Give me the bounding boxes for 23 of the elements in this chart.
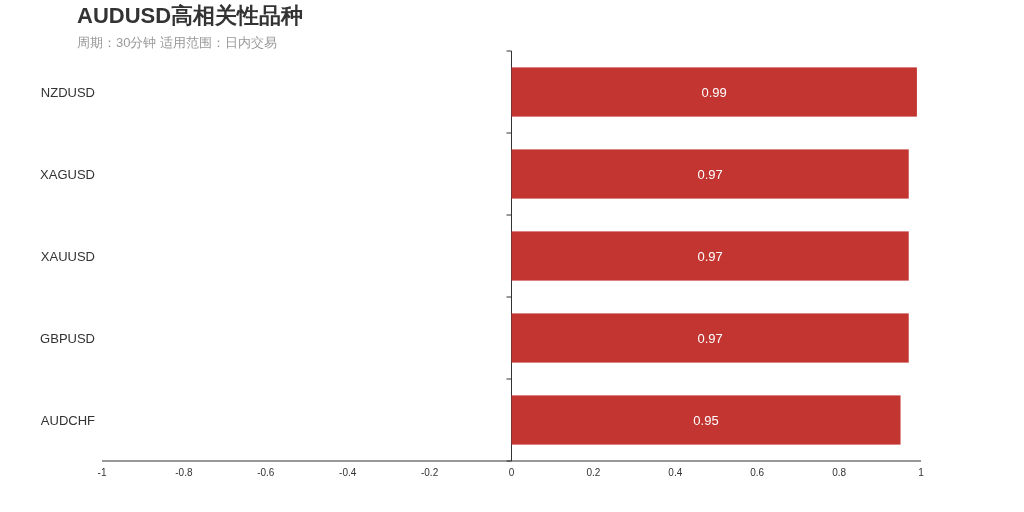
y-tick-label: AUDCHF (40, 412, 96, 428)
y-tick-label: XAGUSD (40, 166, 95, 182)
y-tick-label: XAUUSD (40, 248, 95, 264)
y-tick-label: GBPUSD (40, 330, 95, 346)
x-tick-label: -0.2 (420, 467, 439, 478)
x-tick-label: 0.6 (750, 467, 765, 478)
x-tick-label: 0.8 (832, 467, 847, 478)
x-tick-label: -1 (97, 467, 107, 478)
data-label: 0.97 (697, 248, 723, 264)
x-tick-label: -0.6 (257, 467, 275, 478)
data-label: 0.99 (701, 84, 727, 100)
x-tick-label: 0 (508, 467, 515, 478)
x-tick-label: -0.8 (175, 467, 193, 478)
chart-title: AUDUSD高相关性品种 (77, 3, 304, 28)
y-tick-label: NZDUSD (40, 84, 95, 100)
data-label: 0.97 (697, 330, 723, 346)
x-tick-label: 0.4 (668, 467, 683, 478)
x-tick-label: 1 (918, 467, 925, 478)
x-tick-label: 0.2 (586, 467, 601, 478)
chart-subtitle: 周期：30分钟 适用范围：日内交易 (77, 35, 278, 50)
data-label: 0.97 (697, 166, 723, 182)
data-label: 0.95 (693, 412, 719, 428)
x-tick-label: -0.4 (339, 467, 357, 478)
